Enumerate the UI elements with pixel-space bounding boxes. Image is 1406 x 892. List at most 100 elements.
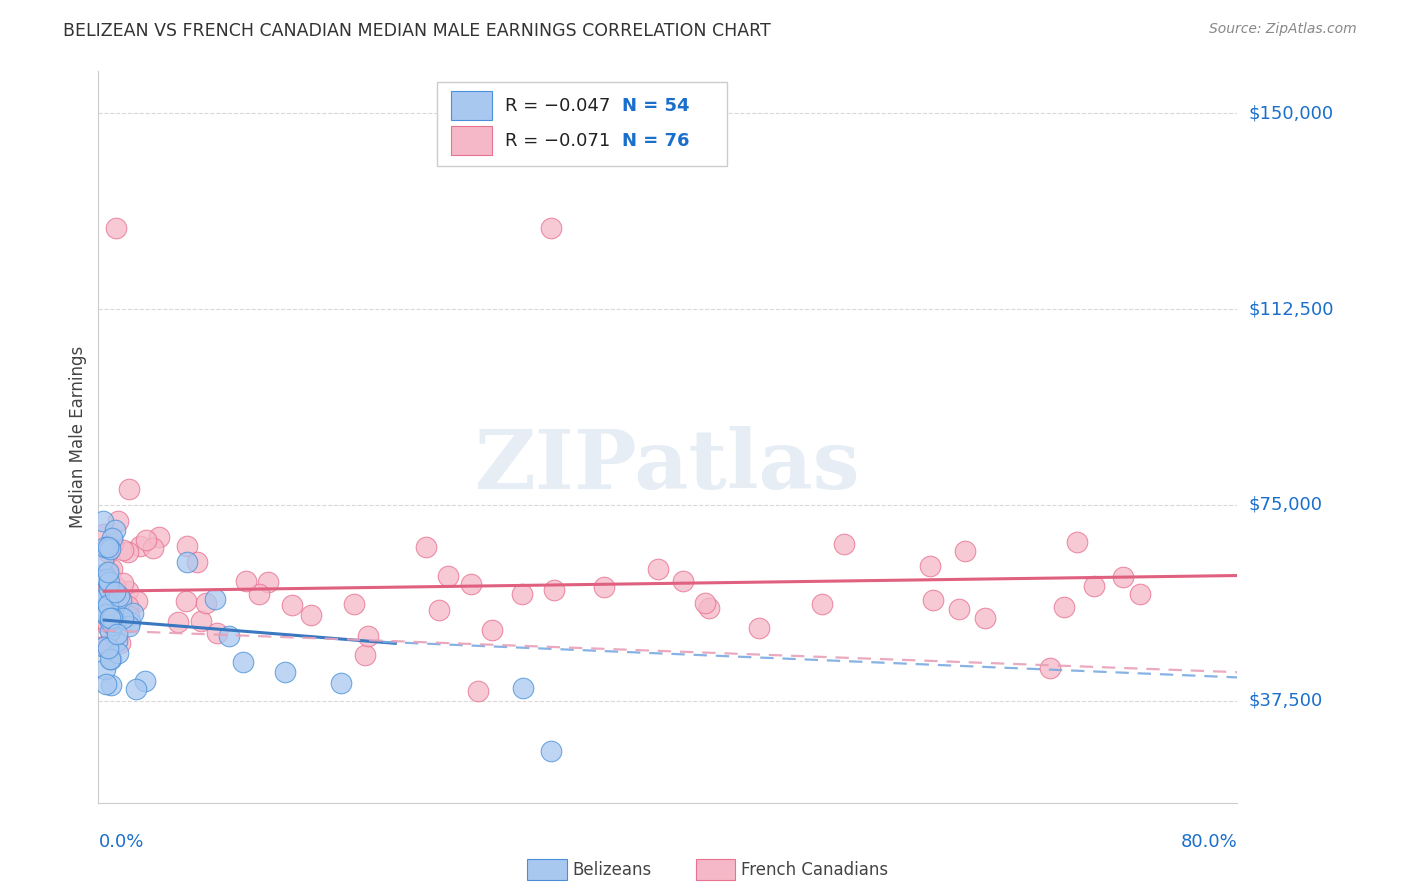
Point [93, 514, 115, 528]
Point [93, 639, 115, 653]
Text: 80.0%: 80.0% [1181, 833, 1237, 851]
Point [110, 592, 132, 607]
Point [167, 615, 190, 630]
Point [96, 677, 118, 691]
Point [97, 598, 120, 612]
Text: R = −0.071: R = −0.071 [505, 132, 610, 150]
Text: BELIZEAN VS FRENCH CANADIAN MEDIAN MALE EARNINGS CORRELATION CHART: BELIZEAN VS FRENCH CANADIAN MEDIAN MALE … [63, 22, 770, 40]
Text: $37,500: $37,500 [1249, 692, 1323, 710]
Point [112, 543, 135, 558]
Point [135, 533, 157, 547]
Point [329, 675, 352, 690]
Point [481, 623, 503, 637]
Point [118, 483, 141, 497]
Point [121, 607, 143, 621]
Point [974, 611, 997, 625]
Point [104, 615, 127, 629]
Point [257, 575, 280, 590]
Point [127, 593, 149, 607]
Text: Source: ZipAtlas.com: Source: ZipAtlas.com [1209, 22, 1357, 37]
Point [100, 652, 122, 666]
Point [104, 579, 127, 593]
Point [948, 602, 970, 616]
Point [96, 607, 118, 622]
Text: French Canadians: French Canadians [741, 861, 889, 879]
Point [93, 567, 115, 582]
Point [93, 585, 115, 599]
Point [281, 598, 304, 612]
Point [543, 583, 565, 598]
Point [111, 611, 134, 625]
Text: 0.0%: 0.0% [98, 833, 143, 851]
Text: $112,500: $112,500 [1249, 300, 1334, 318]
Point [96, 565, 118, 579]
Point [134, 673, 156, 688]
Point [467, 684, 489, 698]
Point [118, 615, 141, 630]
Point [100, 586, 122, 600]
Point [918, 558, 941, 573]
Point [105, 627, 128, 641]
Point [108, 589, 131, 603]
Point [94, 663, 117, 677]
Point [176, 556, 198, 570]
Point [97, 580, 120, 594]
Point [107, 646, 129, 660]
Point [512, 587, 534, 601]
Point [93, 591, 115, 606]
Point [93, 527, 115, 541]
Point [111, 575, 134, 590]
Point [218, 629, 240, 643]
Point [427, 602, 450, 616]
Point [748, 621, 770, 635]
Point [128, 539, 150, 553]
Point [249, 587, 271, 601]
Point [832, 536, 855, 550]
Point [811, 598, 834, 612]
Point [356, 629, 378, 643]
Point [98, 615, 121, 629]
Point [955, 544, 977, 558]
Point [104, 221, 127, 235]
Point [353, 648, 375, 662]
Point [96, 615, 118, 629]
Text: $150,000: $150,000 [1249, 104, 1333, 122]
Point [98, 579, 121, 593]
Point [118, 609, 141, 624]
Text: N = 54: N = 54 [623, 96, 690, 115]
Point [593, 581, 616, 595]
Point [1112, 570, 1135, 584]
Point [100, 678, 122, 692]
Point [176, 539, 198, 553]
Point [148, 530, 170, 544]
Point [108, 635, 131, 649]
Point [512, 681, 534, 695]
Point [91, 552, 114, 566]
Point [343, 598, 366, 612]
FancyBboxPatch shape [451, 126, 492, 155]
FancyBboxPatch shape [451, 91, 492, 120]
FancyBboxPatch shape [437, 82, 727, 167]
Point [125, 682, 148, 697]
Point [186, 556, 208, 570]
Point [101, 535, 124, 549]
Point [98, 575, 121, 590]
Text: $75,000: $75,000 [1249, 496, 1323, 514]
Point [98, 564, 121, 578]
Point [647, 562, 669, 576]
Point [98, 652, 121, 666]
Text: ZIPatlas: ZIPatlas [475, 426, 860, 507]
Point [117, 599, 139, 613]
Point [94, 607, 117, 621]
Point [107, 514, 129, 528]
Point [437, 569, 460, 583]
Point [697, 601, 720, 615]
Point [274, 665, 297, 680]
Point [104, 585, 127, 599]
Point [97, 641, 120, 656]
Point [117, 545, 139, 559]
Point [235, 574, 257, 589]
Point [118, 618, 141, 632]
Y-axis label: Median Male Earnings: Median Male Earnings [69, 346, 87, 528]
Text: N = 76: N = 76 [623, 132, 690, 150]
